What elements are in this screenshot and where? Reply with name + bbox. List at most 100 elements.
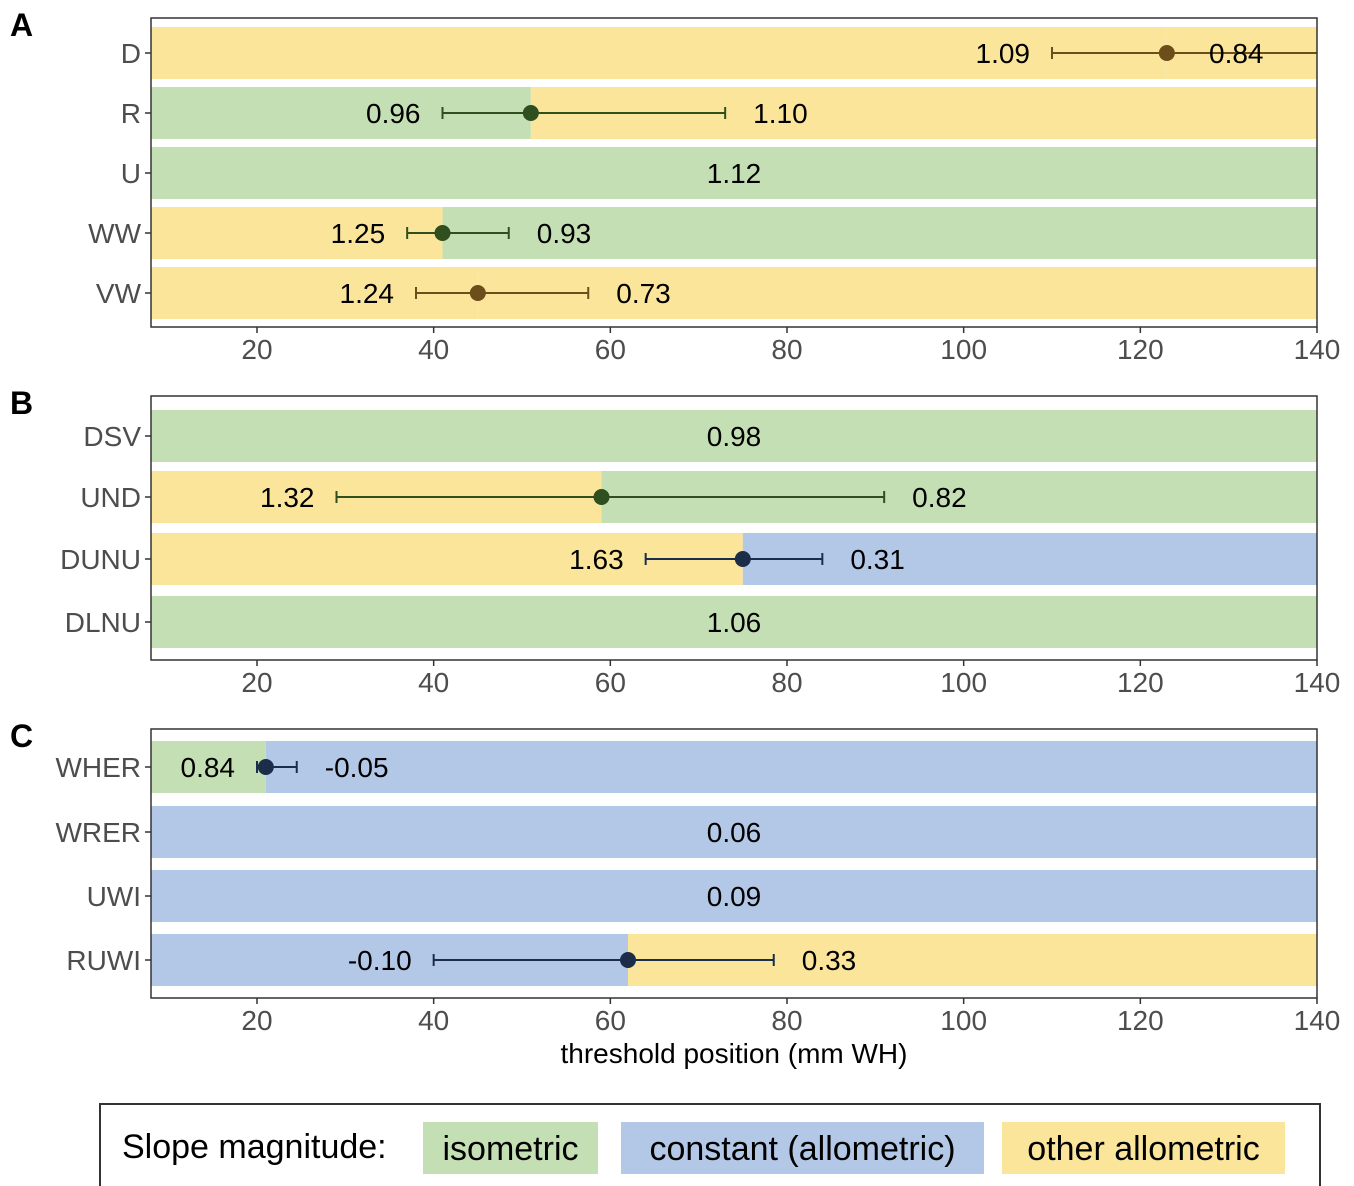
slope-label: 0.06 — [707, 817, 762, 848]
x-tick-label: 20 — [241, 1005, 272, 1036]
panel-label: C — [10, 718, 33, 754]
slope-label-right: 0.73 — [616, 278, 671, 309]
slope-label-left: 1.09 — [976, 38, 1031, 69]
slope-label-left: -0.10 — [348, 945, 412, 976]
threshold-point — [593, 489, 610, 505]
slope-label-right: 0.93 — [537, 218, 592, 249]
threshold-point — [620, 952, 636, 968]
x-tick-label: 100 — [940, 1005, 987, 1036]
row-ruwi: -0.10 0.33 RUWI — [66, 934, 1317, 986]
panel-c: C 0.84 -0.05 WHER 0.06 WRER 0.09 UWI -0.10 0.33 RU… — [10, 718, 1340, 1036]
bar-segment-left — [151, 207, 443, 259]
panel-frame — [150, 395, 1318, 661]
row-und: 1.32 0.82 UND — [80, 471, 1317, 523]
category-label: UND — [80, 482, 141, 513]
slope-label: 0.98 — [707, 421, 762, 452]
panel-frame — [150, 17, 1318, 328]
legend-item-constant: constant (allometric) — [621, 1122, 984, 1174]
slope-label-right: 0.31 — [850, 544, 905, 575]
bar-segment-right — [477, 267, 1317, 319]
bar-segment — [151, 596, 1317, 648]
legend-item-isometric: isometric — [423, 1122, 598, 1174]
x-tick-label: 120 — [1117, 334, 1164, 365]
legend-label: other allometric — [1027, 1130, 1259, 1168]
bar-segment — [151, 806, 1317, 858]
category-label: WHER — [55, 752, 141, 783]
slope-label-left: 0.96 — [366, 98, 421, 129]
x-tick-label: 80 — [771, 1005, 802, 1036]
row-uwi: 0.09 UWI — [87, 870, 1317, 922]
row-u: 1.12 U — [121, 147, 1317, 199]
row-dlnu: 1.06 DLNU — [65, 596, 1317, 648]
category-label: DUNU — [60, 544, 141, 575]
x-tick-label: 140 — [1294, 1005, 1341, 1036]
slope-label: 1.12 — [707, 158, 762, 189]
x-tick-label: 100 — [940, 334, 987, 365]
category-label: R — [121, 98, 141, 129]
panel-b: B 0.98 DSV 1.32 0.82 UND 1.63 0.31 DUNU 1.06 DLNU 2… — [10, 385, 1340, 698]
threshold-point — [469, 285, 486, 301]
row-ww: 1.25 0.93 WW — [88, 207, 1317, 259]
category-label: U — [121, 158, 141, 189]
slope-label-right: 0.82 — [912, 482, 967, 513]
panel-label: B — [10, 385, 33, 421]
x-tick-label: 40 — [418, 667, 449, 698]
x-tick-label: 140 — [1294, 334, 1341, 365]
category-label: UWI — [87, 881, 141, 912]
legend-swatch — [423, 1122, 598, 1174]
x-tick-label: 80 — [771, 334, 802, 365]
legend-swatch — [621, 1122, 984, 1174]
category-label: D — [121, 38, 141, 69]
category-label: WW — [88, 218, 141, 249]
threshold-point — [734, 551, 751, 567]
row-wrer: 0.06 WRER — [55, 806, 1317, 858]
panel-label: A — [10, 7, 33, 43]
x-tick-label: 60 — [595, 334, 626, 365]
bar-segment — [151, 410, 1317, 462]
legend: Slope magnitude: isometric constant (allom… — [99, 1103, 1321, 1186]
x-tick-label: 140 — [1294, 667, 1341, 698]
x-tick-label: 20 — [241, 334, 272, 365]
row-dunu: 1.63 0.31 DUNU — [60, 533, 1317, 585]
row-d: 1.09 0.84 D — [121, 27, 1317, 79]
bar-segment-right — [742, 533, 1317, 585]
x-tick-label: 100 — [940, 667, 987, 698]
slope-label-left: 1.25 — [331, 218, 386, 249]
legend-label: constant (allometric) — [649, 1130, 955, 1168]
legend-label: isometric — [442, 1130, 578, 1168]
x-tick-label: 120 — [1117, 1005, 1164, 1036]
x-tick-label: 120 — [1117, 667, 1164, 698]
bar-segment-left — [151, 533, 743, 585]
legend-title: Slope magnitude: — [122, 1128, 387, 1166]
slope-label: 0.09 — [707, 881, 762, 912]
x-tick-label: 20 — [241, 667, 272, 698]
row-r: 0.96 1.10 R — [121, 87, 1317, 139]
bar-segment-left — [151, 741, 266, 793]
slope-label-right: 1.10 — [753, 98, 808, 129]
slope-label-right: 0.33 — [802, 945, 857, 976]
slope-label-right: 0.84 — [1209, 38, 1264, 69]
row-wher: 0.84 -0.05 WHER — [55, 741, 1317, 793]
slope-label-left: 1.24 — [340, 278, 395, 309]
threshold-point — [522, 105, 539, 121]
threshold-point — [257, 759, 274, 775]
category-label: WRER — [55, 817, 141, 848]
panel-a: A 1.09 0.84 D 0.96 1.10 R 1.12 U 1.25 0.93 WW 1.24 0.… — [10, 7, 1340, 365]
slope-label: 1.06 — [707, 607, 762, 638]
threshold-point — [434, 225, 451, 241]
slope-label-left: 1.63 — [569, 544, 624, 575]
x-tick-label: 40 — [418, 1005, 449, 1036]
bar-segment-left — [151, 27, 1167, 79]
category-label: RUWI — [66, 945, 141, 976]
slope-label-left: 0.84 — [181, 752, 236, 783]
category-label: DLNU — [65, 607, 141, 638]
bar-segment — [151, 147, 1317, 199]
x-tick-label: 60 — [595, 1005, 626, 1036]
legend-item-other: other allometric — [1002, 1122, 1285, 1174]
slope-label-right: -0.05 — [325, 752, 389, 783]
slope-label-left: 1.32 — [260, 482, 315, 513]
legend-swatch — [1002, 1122, 1285, 1174]
bar-segment-right — [265, 741, 1317, 793]
panel-frame — [150, 728, 1318, 999]
